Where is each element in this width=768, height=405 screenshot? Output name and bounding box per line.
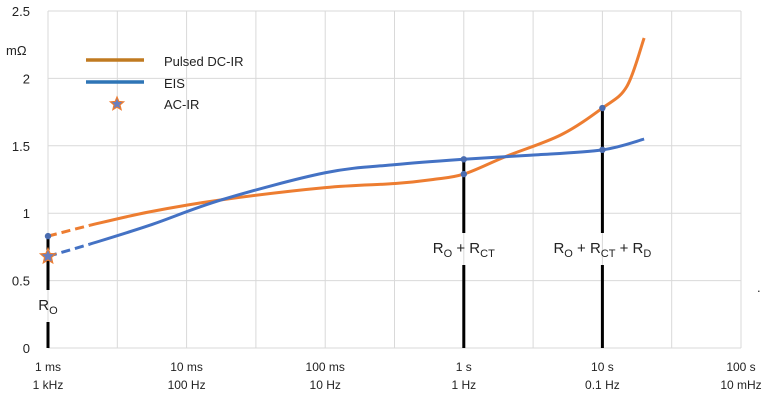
legend-label-eis: EIS (164, 76, 185, 91)
x-tick-label-frequency: 1 Hz (451, 378, 476, 392)
series-layer (47, 37, 646, 258)
x-tick-label-frequency: 10 Hz (310, 378, 341, 392)
annotation-label-part: + R (452, 240, 480, 257)
annotation-label-part: O (444, 248, 453, 260)
x-tick-label-frequency: 10 mHz (720, 378, 761, 392)
annotation-label-part: + R (615, 240, 643, 257)
markers (38, 104, 606, 265)
stray-mark: . (757, 280, 761, 295)
x-tick-label-frequency: 1 kHz (33, 378, 64, 392)
data-point-marker (44, 232, 52, 240)
x-tick-label-time: 100 s (726, 360, 755, 374)
annotation-label-part: CT (601, 248, 616, 260)
data-point-marker (460, 156, 467, 163)
x-tick-label-time: 100 ms (306, 360, 345, 374)
y-axis-label: mΩ (6, 43, 27, 58)
y-tick-label: 2.5 (12, 4, 30, 19)
annotation-label-part: R (553, 240, 564, 257)
star-icon (108, 95, 126, 111)
series-pulsed-dc-ir-dashed (47, 223, 91, 238)
y-tick-label: 1.5 (12, 139, 30, 154)
y-tick-label: 0 (23, 341, 30, 356)
legend-star-icon (108, 95, 126, 111)
annotation-label: RO (38, 297, 58, 317)
annotation-label-part: O (564, 248, 573, 260)
annotation-label-part: R (38, 297, 49, 314)
data-point-marker (460, 170, 467, 178)
data-point-marker (599, 146, 606, 154)
y-tick-label: 0.5 (12, 274, 30, 289)
x-tick-label-time: 10 s (591, 360, 614, 374)
annotation-label-part: O (49, 305, 58, 317)
annotation-label-part: CT (480, 248, 495, 260)
x-tick-label-time: 1 s (456, 360, 472, 374)
x-tick-label-time: 1 ms (35, 360, 61, 374)
ac-ir-star-icon (38, 246, 58, 265)
series-eis-line (89, 137, 645, 246)
y-axis: 0 0.5 1 1.5 2 2.5 (12, 4, 30, 356)
legend-label-ac-ir: AC-IR (164, 97, 199, 112)
x-tick-label-frequency: 100 Hz (168, 378, 206, 392)
y-tick-label: 1 (23, 206, 30, 221)
x-axis: 1 ms 1 kHz 10 ms 100 Hz 100 ms 10 Hz 1 s 1 Hz 10… (33, 360, 762, 392)
x-tick-label-frequency: 0.1 Hz (585, 378, 620, 392)
y-tick-label: 2 (23, 71, 30, 86)
x-tick-label-time: 10 ms (170, 360, 203, 374)
data-point-marker (599, 104, 606, 112)
legend: Pulsed DC-IR EIS AC-IR (86, 54, 243, 112)
annotation-label: RO + RCT + RD (553, 240, 651, 260)
annotation-label: RO + RCT (433, 240, 495, 260)
annotation-label-part: R (433, 240, 444, 257)
annotation-label-part: D (643, 248, 651, 260)
annotation-label-part: + R (573, 240, 601, 257)
legend-label-pulsed-dc-ir: Pulsed DC-IR (164, 54, 243, 69)
